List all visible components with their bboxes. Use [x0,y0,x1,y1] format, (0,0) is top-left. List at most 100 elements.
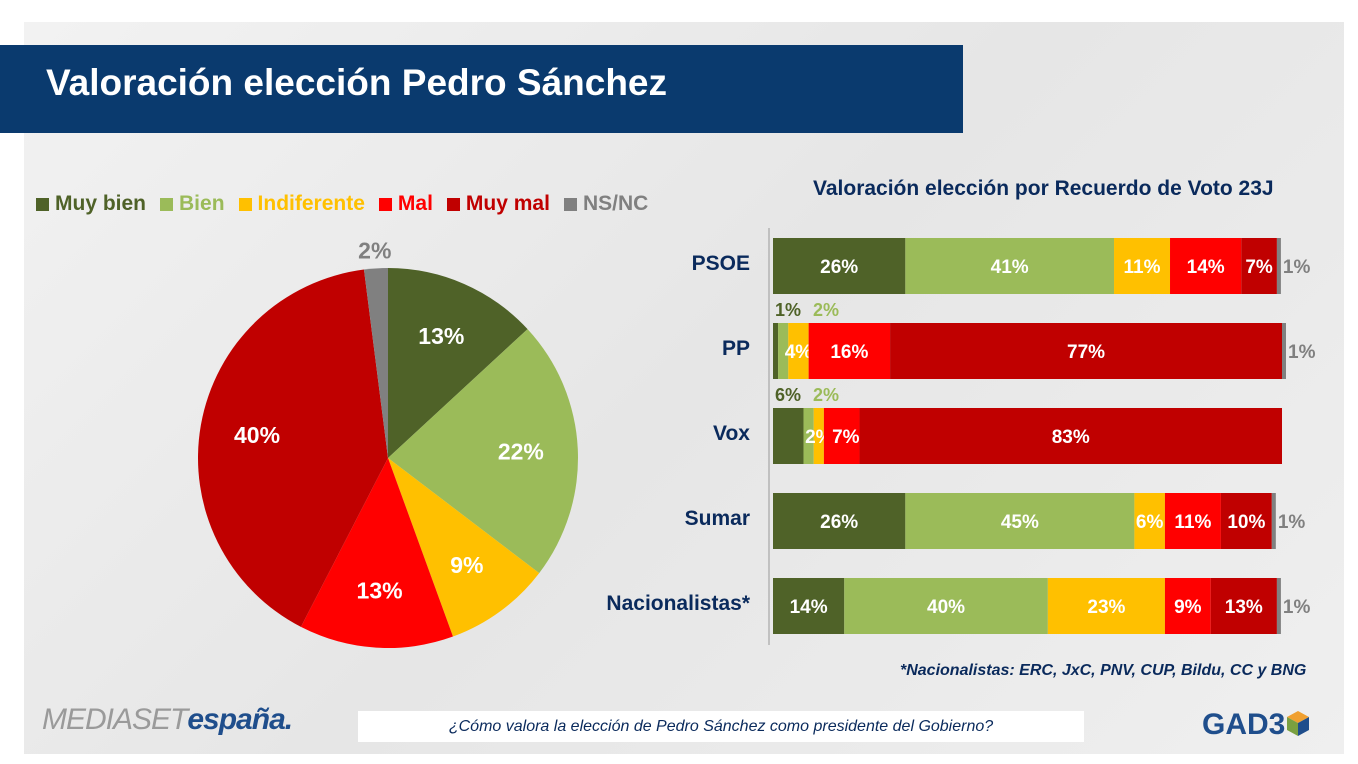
bar-label: 7% [832,427,860,448]
bar-segment [823,408,860,464]
bar-segment [1276,238,1281,294]
bar-label: 2% [813,385,839,405]
bar-segment [813,408,824,464]
bar-label: 41% [991,257,1029,278]
bar-segment [1170,238,1242,294]
bar-label: 13% [1225,597,1263,618]
page-title: Valoración elección Pedro Sánchez [46,62,668,103]
logo-text: españa. [187,703,293,736]
bar-label: 16% [830,342,868,363]
legend-swatch [36,197,49,211]
legend-item: Muy bien [36,192,146,216]
bar-label: 83% [1052,427,1090,448]
category-label: Nacionalistas* [606,592,750,615]
footnote: *Nacionalistas: ERC, JxC, PNV, CUP, Bild… [900,662,1307,679]
legend-swatch [378,197,392,211]
legend-item: Bien [160,192,225,216]
question-box: ¿Cómo valora la elección de Pedro Sánche… [358,711,1084,742]
category-label: Vox [713,422,750,445]
bar-label: 1% [1283,597,1311,618]
bar-segment [773,408,804,464]
pie-slice [363,268,388,458]
pie-label: 22% [498,439,544,465]
pie-chart: 13% 22% 9% 13% 40% 2% [197,237,578,649]
pie-slice [300,458,453,649]
pie-slice [388,268,528,458]
pie-label: 2% [358,237,391,263]
bar-segment [808,323,891,379]
legend-item: NS/NC [563,192,649,216]
pie-slice [197,269,388,627]
bar-label: 1% [775,300,801,320]
pie-label: 9% [450,552,483,578]
bar-segment [859,408,1282,464]
bar-label: 14% [1187,257,1225,278]
bar-segment [788,323,809,379]
bar-label: 1% [1288,342,1316,363]
bar-label: 77% [1067,342,1105,363]
bar-segment [1276,578,1281,634]
category-label: PSOE [691,252,750,275]
legend-label: Muy mal [465,192,550,215]
legend-item: Muy mal [446,192,550,216]
pie-slice [388,329,578,574]
bar-label: 26% [820,512,858,533]
question-text: ¿Cómo valora la elección de Pedro Sánche… [448,717,994,735]
logo-text: GAD3 [1202,708,1286,741]
bar-label: 45% [1001,512,1039,533]
bar-label: 6% [775,385,801,405]
bar-label: 14% [790,597,828,618]
bar-segment [905,493,1135,549]
bar-segment [773,578,845,634]
bar-segment [1047,578,1165,634]
legend-label: NS/NC [582,192,649,215]
stacked-bar-chart: 26% 41% 11% 14% 7% 1%1% 2%4% 16% 77% 1%6% 2%2% 7% 83… [768,228,1316,645]
bar-segment [844,578,1048,634]
pie-slice [388,458,540,637]
bar-segment [890,323,1282,379]
category-label: Sumar [684,507,750,530]
bar-label: 7% [1245,257,1273,278]
pie-legend: Muy bien Bien Indiferente Mal Muy mal NS/NC [36,192,648,216]
bar-label: 40% [927,597,965,618]
bar-segment [1241,238,1277,294]
bar-label: 26% [820,257,858,278]
bar-segment [1164,493,1221,549]
bar-segment [1271,493,1276,549]
bar-label: 10% [1227,512,1265,533]
legend-item: Indiferente [238,192,365,216]
legend-swatch [238,197,252,211]
bar-segment [773,238,906,294]
bar-label: 6% [1136,512,1164,533]
bar-label: 4% [785,342,813,363]
legend-swatch [160,197,174,211]
legend-swatch [563,197,577,211]
bar-label: 9% [1174,597,1202,618]
bar-segment [1210,578,1277,634]
pie-label: 40% [234,422,280,448]
bar-segment [1114,238,1171,294]
legend-swatch [446,197,460,211]
bar-segment [773,323,779,379]
bar-segment [778,323,789,379]
legend-label: Bien [179,192,225,215]
legend-label: Mal [397,192,433,215]
pie-label: 13% [418,323,464,349]
bar-chart-title: Valoración elección por Recuerdo de Voto… [813,177,1274,200]
bar-label: 11% [1174,512,1211,533]
bar-segment [1282,323,1286,379]
bar-segment [1134,493,1165,549]
bar-segment [905,238,1115,294]
legend-label: Indiferente [257,192,365,215]
bar-segment [1220,493,1272,549]
bar-segment [1164,578,1211,634]
category-label: PP [721,337,750,360]
bar-label: 23% [1087,597,1125,618]
cube-icon [1287,711,1310,736]
gad3-logo: GAD3 [1202,708,1311,742]
bar-label: 1% [1278,512,1306,533]
bar-label: 11% [1124,257,1161,278]
pie-label: 13% [357,578,403,604]
legend-item: Mal [378,192,433,216]
bar-segment [773,493,906,549]
